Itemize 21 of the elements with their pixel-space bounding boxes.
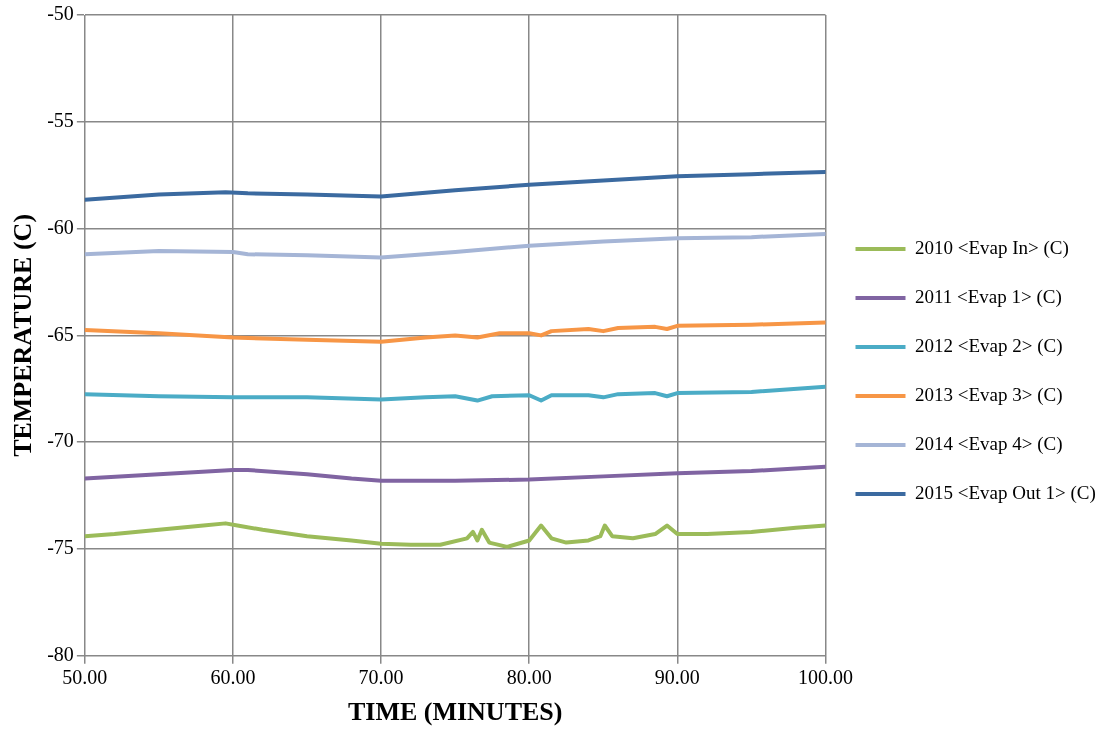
y-tick-label: -60 [47,215,74,238]
y-tick-label: -80 [47,643,74,666]
y-tick-label: -55 [47,109,74,132]
y-tick-label: -70 [47,429,74,452]
x-tick-label: 60.00 [210,666,256,689]
legend-label: 2014 <Evap 4> (C) [915,432,1063,455]
y-tick-label: -65 [47,322,74,345]
x-tick-label: 70.00 [358,666,404,689]
legend-label: 2010 <Evap In> (C) [915,236,1069,259]
legend-label: 2015 <Evap Out 1> (C) [915,481,1096,504]
x-axis-title: TIME (MINUTES) [347,697,563,727]
legend-label: 2012 <Evap 2> (C) [915,334,1063,357]
x-tick-label: 80.00 [506,666,552,689]
legend-label: 2013 <Evap 3> (C) [915,383,1063,406]
y-tick-label: -75 [47,536,74,559]
x-tick-label: 90.00 [654,666,700,689]
x-tick-label: 50.00 [62,666,108,689]
legend-label: 2011 <Evap 1> (C) [915,285,1062,308]
y-tick-label: -50 [47,2,74,25]
y-axis-title: TEMPERATURE (C) [8,213,38,457]
x-tick-label: 100.00 [798,666,853,689]
